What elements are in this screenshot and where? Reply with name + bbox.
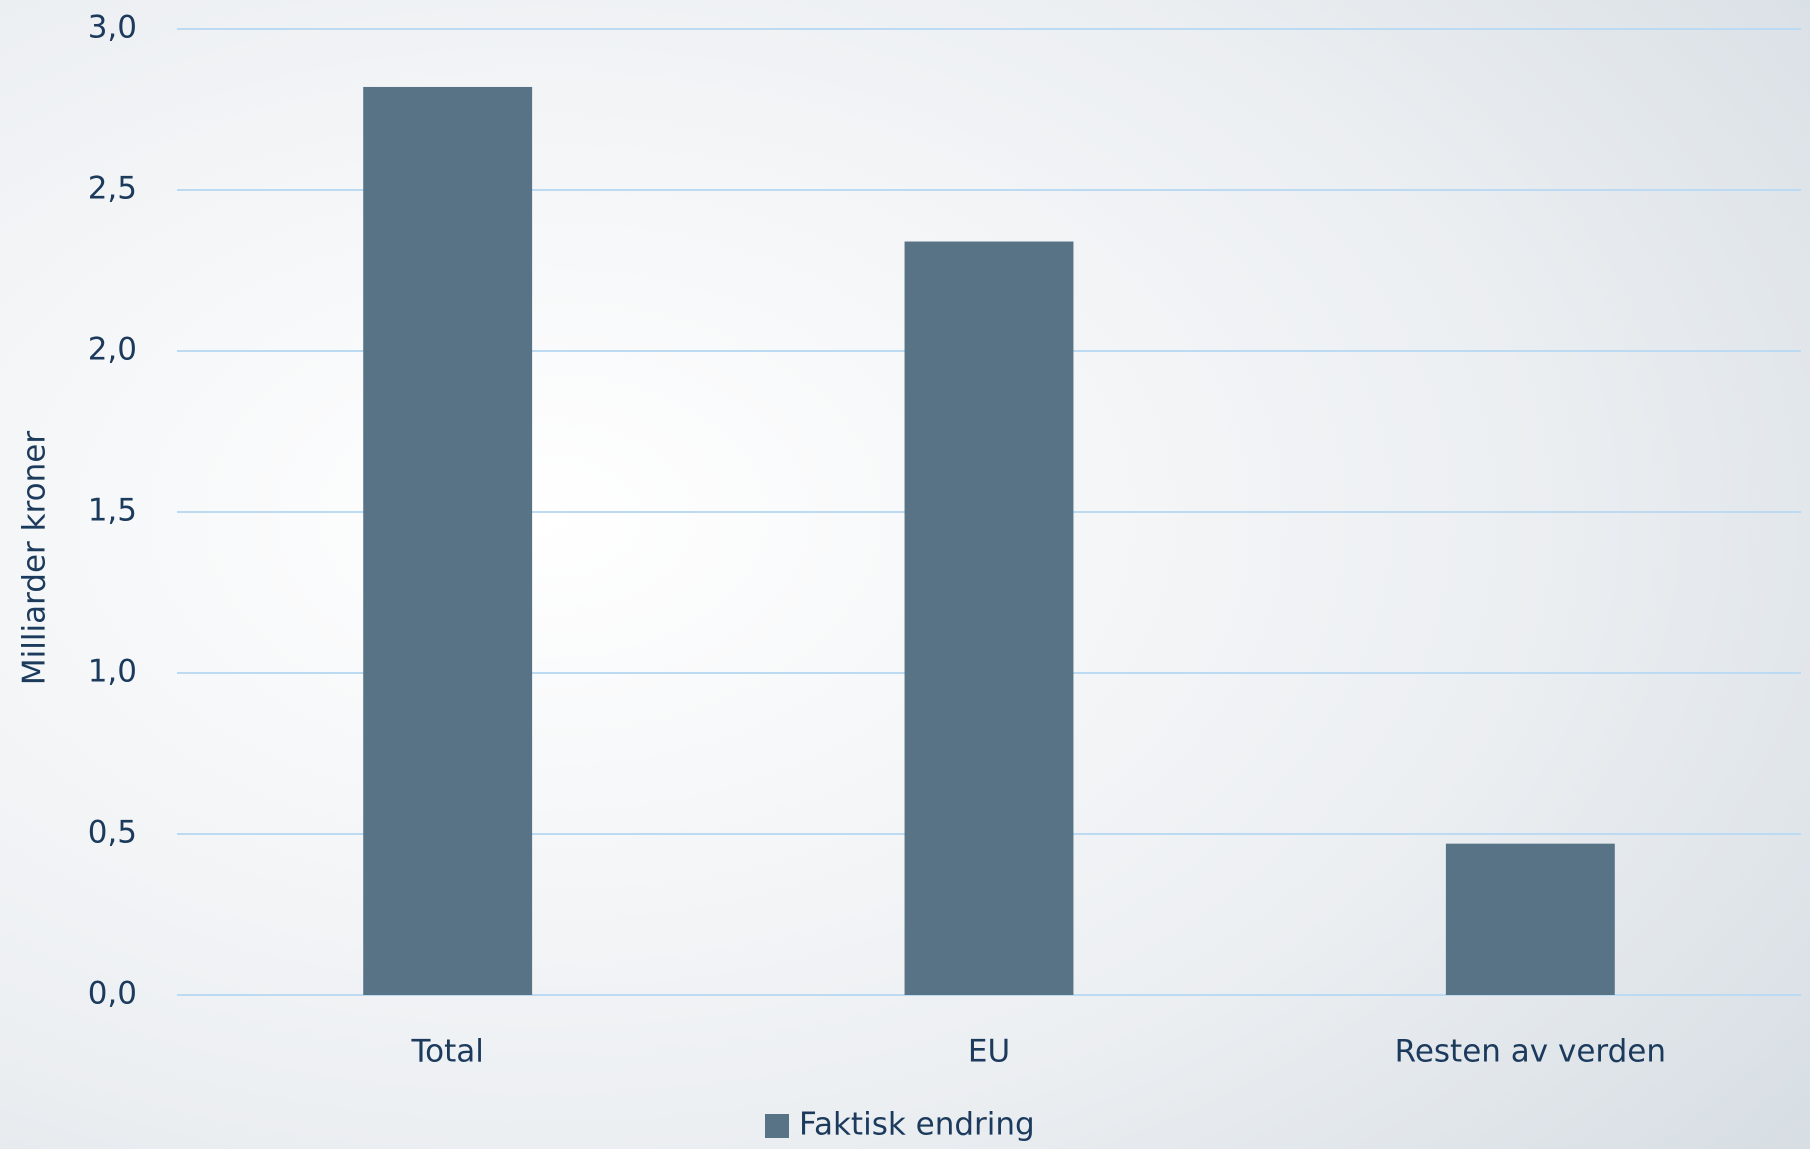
y-tick-label: 2,0 bbox=[88, 332, 137, 368]
y-tick-label: 0,5 bbox=[88, 815, 137, 851]
bar bbox=[363, 86, 533, 995]
y-tick-label: 3,0 bbox=[88, 10, 137, 46]
y-tick-label: 1,0 bbox=[88, 654, 137, 690]
y-tick-label: 0,0 bbox=[88, 976, 137, 1012]
y-tick-label: 1,5 bbox=[88, 493, 137, 529]
x-tick-label: EU bbox=[968, 1034, 1010, 1070]
x-tick-label: Resten av verden bbox=[1395, 1034, 1666, 1070]
y-axis-label: Milliarder kroner bbox=[17, 431, 53, 685]
legend-swatch bbox=[765, 1114, 789, 1138]
y-tick-label: 2,5 bbox=[88, 171, 137, 207]
bar bbox=[904, 241, 1074, 995]
bar bbox=[1445, 843, 1615, 995]
legend-label: Faktisk endring bbox=[799, 1107, 1035, 1143]
x-tick-label: Total bbox=[410, 1034, 483, 1070]
